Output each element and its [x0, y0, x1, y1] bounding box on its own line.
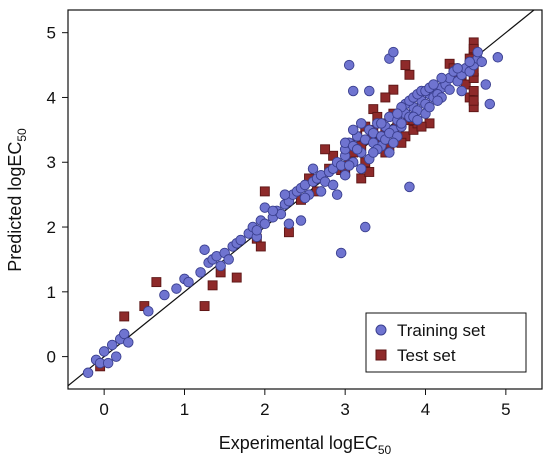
- training-point: [106, 339, 118, 351]
- x-tick-label: 3: [340, 400, 349, 419]
- training-point: [492, 52, 504, 63]
- training-point: [364, 85, 375, 97]
- legend: Training set Test set: [365, 312, 527, 373]
- training-point: [355, 163, 367, 174]
- legend-box: [365, 312, 527, 373]
- training-point: [98, 346, 110, 357]
- training-point: [343, 59, 355, 71]
- y-axis-title: Predicted logEC50: [5, 128, 29, 272]
- training-point: [102, 357, 114, 369]
- training-point: [82, 367, 94, 379]
- training-point: [424, 101, 435, 113]
- training-point: [259, 218, 271, 230]
- test-point: [468, 95, 479, 106]
- training-point: [355, 118, 367, 129]
- training-point: [223, 254, 234, 265]
- training-point: [123, 337, 134, 348]
- x-tick-label: 1: [180, 400, 189, 419]
- test-point: [231, 272, 242, 283]
- training-point: [456, 85, 467, 97]
- test-point: [320, 144, 331, 155]
- training-point: [335, 247, 347, 259]
- test-point: [119, 311, 130, 322]
- x-tick-label: 0: [99, 400, 108, 419]
- x-tick-label: 2: [260, 400, 269, 419]
- test-point: [388, 84, 399, 95]
- data-points: [82, 37, 504, 379]
- training-point: [484, 98, 496, 110]
- y-tick-label: 1: [47, 283, 56, 302]
- legend-label-test: Test set: [397, 346, 456, 365]
- test-point: [207, 280, 218, 291]
- test-point: [404, 69, 415, 80]
- training-point: [143, 306, 154, 317]
- x-tick-label: 5: [501, 400, 510, 419]
- training-point: [283, 218, 295, 230]
- training-point: [347, 85, 359, 97]
- training-point: [384, 147, 395, 158]
- test-point: [380, 92, 391, 103]
- x-axis-title: Experimental logEC50: [219, 433, 392, 457]
- training-point: [159, 289, 170, 301]
- training-point: [299, 192, 311, 204]
- training-point: [267, 205, 279, 217]
- y-tick-label: 4: [47, 88, 56, 107]
- training-point: [331, 189, 343, 200]
- training-point: [339, 169, 351, 181]
- training-point: [251, 225, 263, 236]
- training-point: [472, 46, 483, 58]
- test-point: [259, 186, 270, 197]
- training-point: [295, 215, 307, 226]
- training-point: [444, 84, 455, 95]
- plot-frame: [67, 9, 543, 390]
- training-point: [195, 267, 206, 278]
- training-point: [347, 124, 359, 136]
- training-point: [368, 147, 379, 158]
- y-tick-label: 2: [47, 218, 56, 237]
- y-tick-label: 5: [47, 24, 56, 43]
- y-tick-label: 3: [47, 153, 56, 172]
- training-point: [215, 260, 226, 272]
- training-point: [432, 95, 443, 106]
- test-point: [151, 277, 162, 288]
- training-point: [476, 56, 487, 68]
- training-point: [412, 114, 423, 126]
- training-point: [360, 221, 371, 233]
- legend-marker-training: [375, 324, 387, 336]
- test-point: [468, 86, 479, 96]
- training-point: [388, 137, 399, 149]
- training-point: [315, 186, 327, 197]
- training-point: [343, 160, 355, 171]
- training-point: [392, 108, 403, 119]
- training-point: [452, 63, 463, 74]
- training-point: [307, 163, 319, 174]
- test-point: [283, 227, 294, 238]
- training-point: [436, 72, 447, 84]
- x-tick-label: 4: [421, 400, 430, 419]
- training-point: [396, 118, 407, 129]
- y-tick-label: 0: [47, 348, 56, 367]
- legend-label-training: Training set: [397, 321, 485, 340]
- training-point: [110, 351, 122, 362]
- training-point: [480, 79, 492, 90]
- training-point: [235, 234, 246, 246]
- training-point: [183, 276, 194, 288]
- training-point: [464, 56, 475, 68]
- training-point: [388, 46, 399, 58]
- training-point: [376, 118, 387, 129]
- test-point: [255, 241, 266, 252]
- training-point: [199, 244, 210, 255]
- training-point: [279, 189, 291, 200]
- training-point: [327, 179, 339, 191]
- axis-ticks: 0 1 2 3 4 5 0 1 2 3 4 5: [47, 24, 511, 419]
- test-point: [199, 301, 210, 312]
- training-point: [404, 181, 415, 193]
- test-point: [400, 60, 411, 71]
- training-point: [351, 144, 363, 155]
- training-point: [118, 328, 130, 340]
- training-point: [428, 79, 439, 90]
- training-point: [171, 283, 182, 294]
- legend-marker-test: [375, 349, 387, 361]
